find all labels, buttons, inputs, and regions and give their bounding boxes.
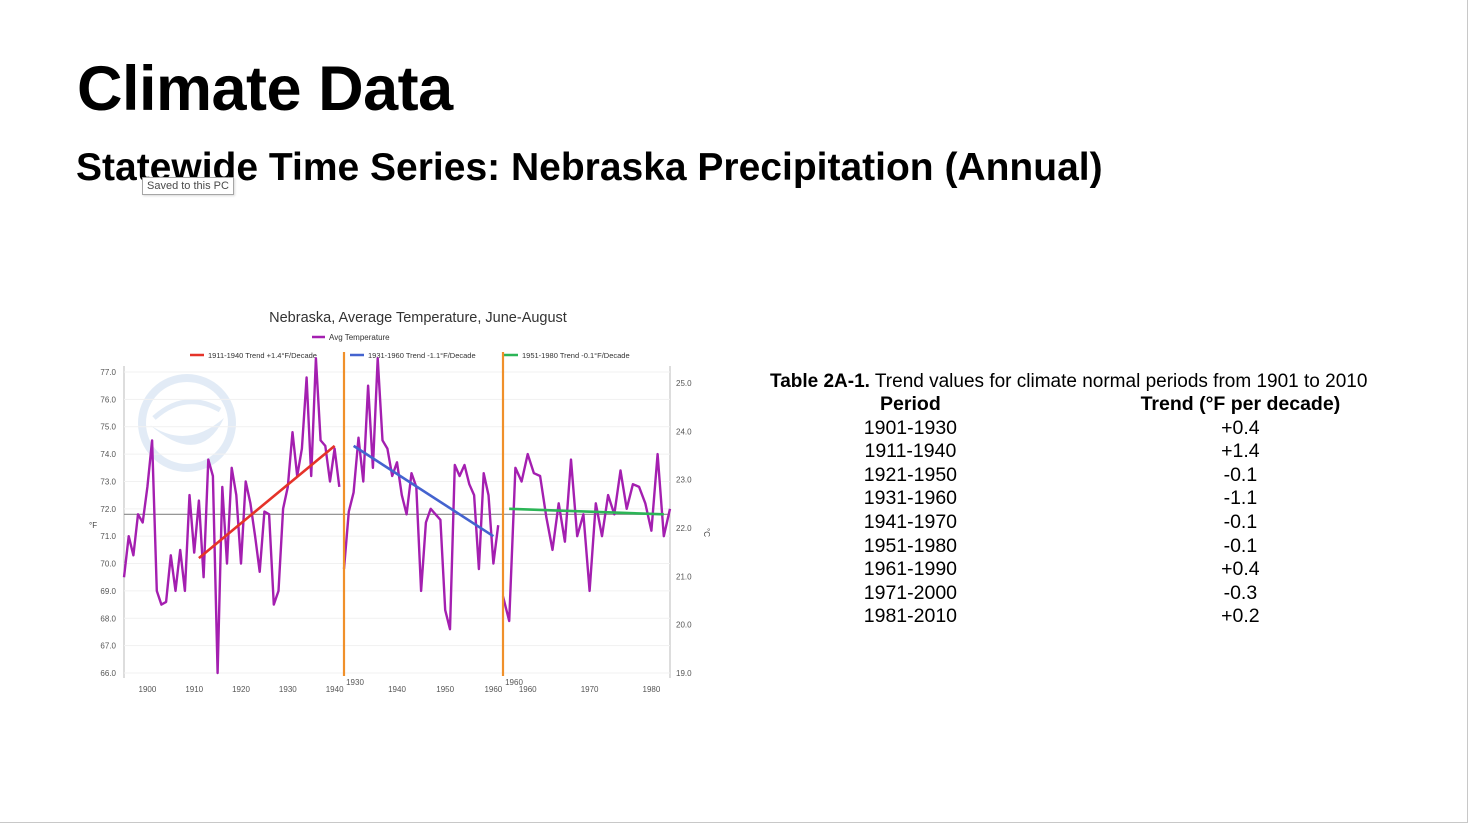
trend-cell: +0.4 xyxy=(1221,558,1260,581)
x-tick-label: 1980 xyxy=(643,685,661,694)
table-header-row: Period Trend (°F per decade) xyxy=(770,393,1430,417)
table-caption-text: Trend values for climate normal periods … xyxy=(869,371,1368,392)
legend-trend-label: 1951-1980 Trend -0.1°F/Decade xyxy=(522,351,630,360)
x-tick-label: 1900 xyxy=(139,685,157,694)
slide-title: Climate Data xyxy=(77,54,453,124)
x-tick-label: 1960 xyxy=(519,685,537,694)
period-cell: 1951-1980 xyxy=(863,534,958,557)
x-tick-label: 1920 xyxy=(232,685,250,694)
header-trend: Trend (°F per decade) xyxy=(1140,393,1341,415)
trend-cell: -0.1 xyxy=(1223,463,1258,486)
table-row: 1921-1950 -0.1 xyxy=(770,464,1430,488)
trend-cell: +0.4 xyxy=(1221,416,1260,439)
period-cell: 1961-1990 xyxy=(863,558,958,581)
avg-temperature-line xyxy=(342,357,500,631)
period-cell: 1931-1960 xyxy=(863,487,958,510)
table-caption: Table 2A-1. Trend values for climate nor… xyxy=(770,370,1430,393)
y-tick-label-left: 69.0 xyxy=(100,587,116,596)
y-tick-label-right: 23.0 xyxy=(676,476,692,485)
trend-cell: -1.1 xyxy=(1223,487,1258,510)
x-tick-label: 1970 xyxy=(581,685,599,694)
trend-cell: -0.1 xyxy=(1223,534,1258,557)
y-tick-label-right: 22.0 xyxy=(676,524,692,533)
period-cell: 1941-1970 xyxy=(863,510,958,533)
trend-table: Period Trend (°F per decade) 1901-1930 +0… xyxy=(770,393,1430,629)
x-tick-label: 1960 xyxy=(484,685,502,694)
y-tick-label-right: 20.0 xyxy=(676,621,692,630)
y-tick-label-left: 66.0 xyxy=(100,669,116,678)
y-tick-label-right: 21.0 xyxy=(676,572,692,581)
y-tick-label-left: 77.0 xyxy=(100,368,116,377)
temperature-chart-svg: Nebraska, Average Temperature, June-Augu… xyxy=(89,310,711,694)
y-tick-label-left: 72.0 xyxy=(100,505,116,514)
y-axis-label-left: °F xyxy=(89,521,97,530)
trend-cell: +1.4 xyxy=(1221,440,1260,463)
table-row: 1911-1940 +1.4 xyxy=(770,440,1430,464)
temperature-chart: Nebraska, Average Temperature, June-Augu… xyxy=(80,300,720,705)
y-tick-label-left: 75.0 xyxy=(100,423,116,432)
noaa-watermark-icon xyxy=(138,374,236,472)
trend-cell: -0.1 xyxy=(1223,510,1258,533)
x-tick-label: 1930 xyxy=(279,685,297,694)
table-row: 1961-1990 +0.4 xyxy=(770,558,1430,582)
trend-table-block: Table 2A-1. Trend values for climate nor… xyxy=(770,370,1430,629)
header-period: Period xyxy=(880,393,941,415)
x-tick-label: 1950 xyxy=(436,685,454,694)
period-cell: 1911-1940 xyxy=(864,440,957,463)
trend-cell: -0.3 xyxy=(1223,581,1258,604)
trend-line xyxy=(509,507,664,516)
table-row: 1941-1970 -0.1 xyxy=(770,511,1430,535)
y-tick-label-right: 24.0 xyxy=(676,427,692,436)
legend-avg-label: Avg Temperature xyxy=(329,333,390,342)
panel-start-label: 1930 xyxy=(346,678,364,687)
x-tick-label: 1910 xyxy=(185,685,203,694)
legend-trend-label: 1931-1960 Trend -1.1°F/Decade xyxy=(368,351,476,360)
y-tick-label-left: 74.0 xyxy=(100,450,116,459)
y-tick-label-left: 68.0 xyxy=(100,614,116,623)
y-axis-label-right: °C xyxy=(702,528,711,537)
avg-temperature-line xyxy=(122,357,341,675)
period-cell: 1971-2000 xyxy=(863,581,958,604)
y-tick-label-left: 67.0 xyxy=(100,642,116,651)
table-row: 1971-2000 -0.3 xyxy=(770,582,1430,606)
panel-start-label: 1960 xyxy=(505,678,523,687)
table-row: 1951-1980 -0.1 xyxy=(770,535,1430,559)
trend-cell: +0.2 xyxy=(1221,605,1260,628)
y-tick-label-left: 71.0 xyxy=(100,532,116,541)
y-tick-label-right: 19.0 xyxy=(676,669,692,678)
period-cell: 1921-1950 xyxy=(863,463,958,486)
trend-line xyxy=(198,444,336,560)
legend-trend-label: 1911-1940 Trend +1.4°F/Decade xyxy=(208,351,317,360)
y-tick-label-left: 70.0 xyxy=(100,560,116,569)
table-row: 1981-2010 +0.2 xyxy=(770,605,1430,629)
y-tick-label-right: 25.0 xyxy=(676,379,692,388)
table-row: 1901-1930 +0.4 xyxy=(770,417,1430,441)
y-tick-label-left: 73.0 xyxy=(100,477,116,486)
slide-subtitle: Statewide Time Series: Nebraska Precipit… xyxy=(76,146,1103,189)
trend-line xyxy=(352,444,495,538)
table-caption-label: Table 2A-1. xyxy=(770,371,870,392)
avg-temperature-line xyxy=(501,452,672,623)
chart-title: Nebraska, Average Temperature, June-Augu… xyxy=(269,310,567,326)
period-cell: 1901-1930 xyxy=(863,416,958,439)
x-tick-label: 1940 xyxy=(326,685,344,694)
period-cell: 1981-2010 xyxy=(863,605,958,628)
saved-tooltip: Saved to this PC xyxy=(142,177,234,195)
x-tick-label: 1940 xyxy=(388,685,406,694)
table-row: 1931-1960 -1.1 xyxy=(770,487,1430,511)
y-tick-label-left: 76.0 xyxy=(100,395,116,404)
